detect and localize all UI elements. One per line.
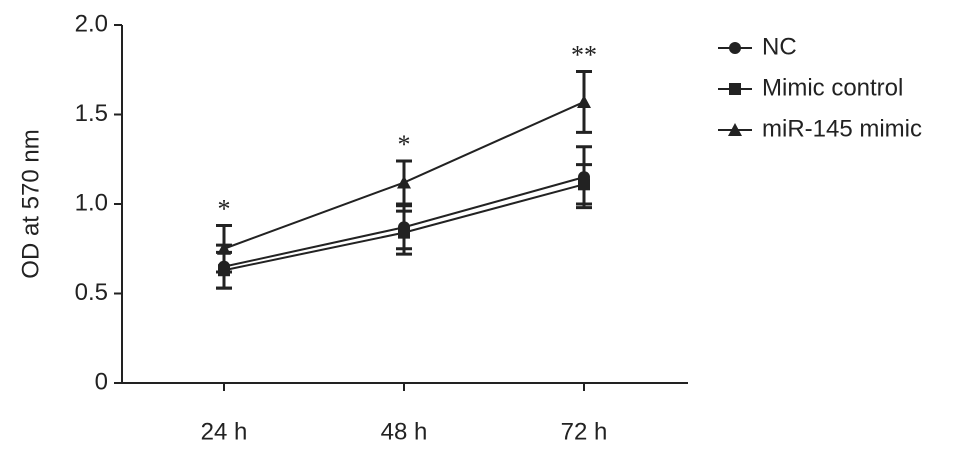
y-tick-label: 1.0 — [75, 189, 108, 216]
marker — [728, 123, 742, 136]
x-tick-label: 48 h — [381, 418, 428, 445]
marker — [577, 94, 591, 108]
legend-label: miR-145 mimic — [762, 115, 922, 142]
legend-label: Mimic control — [762, 74, 903, 101]
marker — [398, 226, 410, 239]
marker — [397, 175, 411, 189]
y-tick-label: 0.5 — [75, 279, 108, 306]
annotation: * — [398, 130, 411, 159]
y-tick-label: 0 — [95, 368, 108, 395]
y-axis-label: OD at 570 nm — [17, 129, 44, 278]
x-tick-label: 24 h — [201, 418, 248, 445]
y-tick-label: 1.5 — [75, 100, 108, 127]
marker — [729, 83, 741, 95]
y-tick-label: 2.0 — [75, 10, 108, 37]
legend-label: NC — [762, 33, 797, 60]
annotation: * — [218, 194, 231, 223]
annotation: ** — [571, 41, 597, 70]
x-tick-label: 72 h — [561, 418, 608, 445]
marker — [217, 241, 231, 255]
marker — [578, 178, 590, 191]
marker — [729, 42, 741, 54]
